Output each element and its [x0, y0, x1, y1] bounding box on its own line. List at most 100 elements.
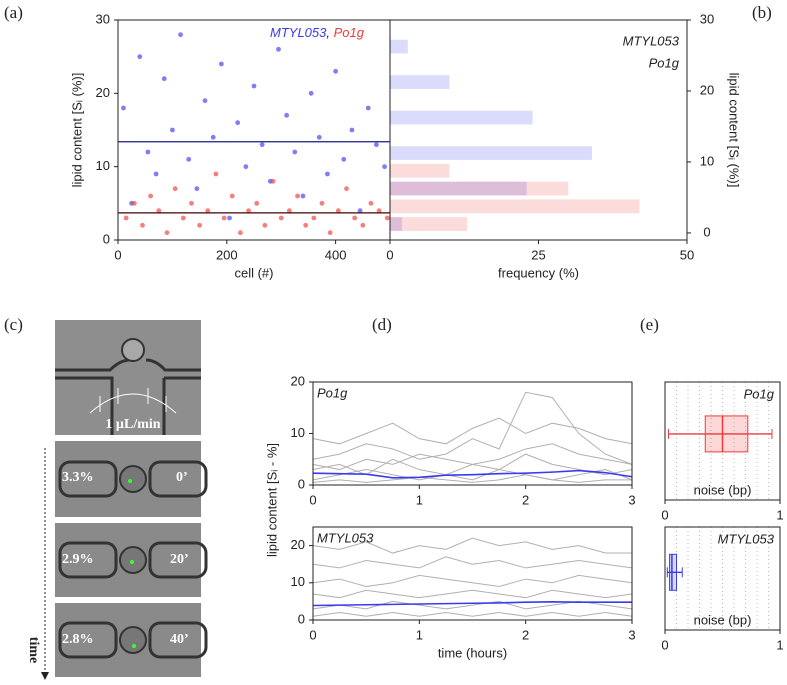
legend-entry: Po1g [334, 25, 365, 40]
plot-frame [117, 19, 391, 241]
point [180, 215, 186, 221]
bar [390, 181, 527, 196]
trace [312, 469, 633, 479]
point [186, 156, 192, 162]
point [202, 98, 208, 104]
trace [312, 443, 633, 471]
x-axis-label: noise (bp) [694, 612, 752, 627]
plot-frame [312, 526, 633, 621]
bar [390, 217, 468, 231]
plot-frame [664, 526, 781, 631]
x-tick-label: 200 [216, 247, 238, 262]
y-tick-label: 10 [700, 153, 714, 168]
cell [119, 465, 147, 493]
x-tick-label: 0 [386, 247, 393, 262]
point [213, 171, 219, 177]
point [170, 127, 175, 133]
time-axis-label: time [26, 637, 41, 663]
point [357, 208, 363, 214]
x-tick-label: 1 [776, 507, 783, 522]
point [360, 222, 366, 228]
flow-arrow [99, 388, 167, 412]
panel-label: (b) [752, 3, 772, 22]
point [137, 54, 143, 60]
x-tick-label: 0 [309, 627, 316, 642]
cell [119, 546, 147, 574]
x-tick-label: 0 [661, 507, 668, 522]
droplet [128, 479, 132, 483]
point [286, 208, 292, 214]
channels [58, 460, 208, 659]
point [341, 156, 347, 162]
box [704, 415, 749, 453]
y-tick-label: 20 [291, 373, 305, 388]
panel-label: (c) [4, 315, 23, 334]
point [251, 83, 257, 89]
x-tick-label: 2 [522, 492, 529, 507]
panel-title: Po1g [317, 385, 348, 400]
point [229, 193, 235, 199]
point [300, 193, 306, 199]
point [218, 61, 224, 67]
point [376, 208, 382, 214]
point [243, 164, 249, 170]
point [172, 186, 178, 192]
cell [119, 626, 147, 654]
point [374, 142, 379, 148]
point [316, 134, 322, 140]
y-tick-label: 20 [96, 85, 110, 100]
point [235, 120, 241, 126]
trace [312, 574, 633, 588]
x-tick-label: 2 [522, 627, 529, 642]
trace [312, 417, 633, 445]
panel-title: Po1g [744, 386, 775, 401]
bar [390, 217, 402, 231]
y-axis-label: lipid content [Sᵢ - %] [264, 443, 279, 557]
point [270, 178, 276, 184]
box [669, 553, 677, 591]
point [327, 230, 333, 236]
point [161, 76, 167, 82]
panel-title: MTYL053 [718, 531, 775, 546]
point [145, 149, 151, 155]
bar [390, 181, 569, 196]
point [262, 222, 268, 228]
point [278, 215, 284, 221]
x-axis-label: time (hours) [438, 645, 507, 660]
point [308, 90, 314, 96]
point [238, 230, 243, 236]
y-axis-label: lipid content [Sᵢ (%)] [69, 73, 84, 188]
point [210, 134, 216, 140]
x-tick-label: 3 [628, 627, 635, 642]
legend-entry: MTYL053 [623, 33, 680, 48]
trace [312, 537, 632, 554]
arrow-head [41, 672, 49, 680]
time-label: 40’ [170, 632, 189, 647]
point [178, 32, 183, 38]
x-tick-label: 25 [531, 247, 545, 262]
percent-label: 3.3% [62, 470, 94, 485]
x-tick-label: 0 [661, 637, 668, 652]
channel [55, 358, 201, 435]
point [325, 171, 330, 177]
x-tick-label: 0 [114, 247, 121, 262]
point [259, 142, 265, 148]
y-tick-label: 0 [703, 224, 710, 239]
y-tick-label: 20 [291, 537, 305, 552]
point [148, 193, 154, 199]
point [123, 215, 129, 221]
x-axis-label: cell (#) [234, 265, 273, 280]
x-tick-label: 1 [416, 627, 423, 642]
legend-entry: , [326, 25, 333, 40]
panel-label: (d) [372, 315, 392, 334]
y-tick-label: 30 [96, 11, 110, 26]
micrograph: 1 µL/min 3.3% 0’ 2.9% 20’ 2.8% 40’ time [26, 320, 208, 680]
point [303, 222, 309, 228]
x-axis-label: noise (bp) [694, 482, 752, 497]
y-tick-label: 30 [700, 11, 714, 26]
point [205, 208, 211, 214]
point [131, 200, 137, 206]
point [227, 215, 232, 221]
x-tick-label: 0 [309, 492, 316, 507]
